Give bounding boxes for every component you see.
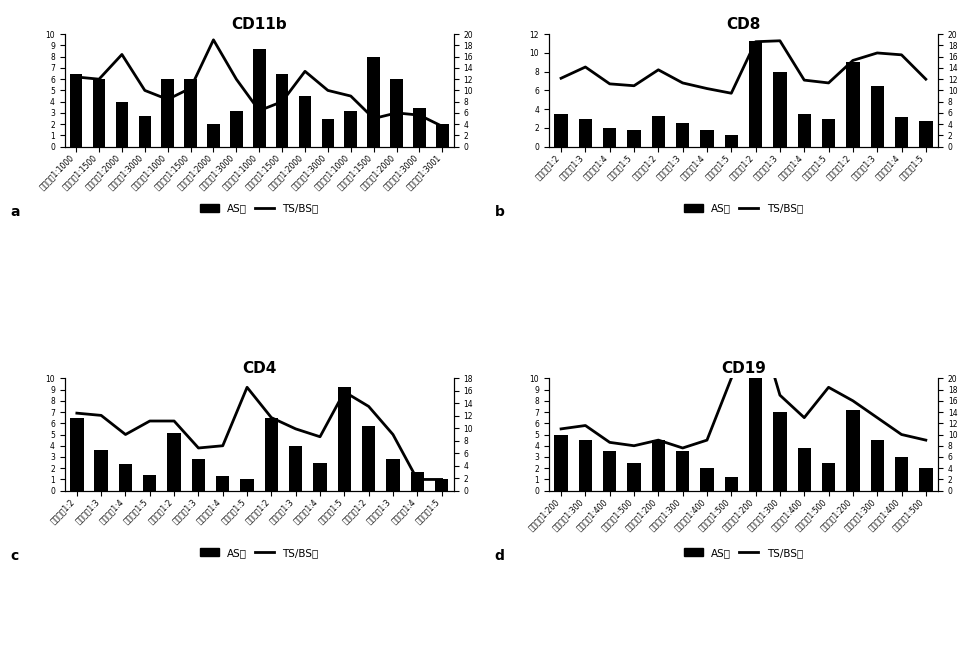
Bar xyxy=(241,480,254,491)
Bar xyxy=(253,49,266,146)
Bar xyxy=(554,114,568,146)
Bar xyxy=(362,426,375,491)
Bar xyxy=(94,450,108,491)
Bar xyxy=(919,121,932,146)
Title: CD11b: CD11b xyxy=(232,16,287,32)
Text: c: c xyxy=(11,550,19,563)
Bar xyxy=(627,130,641,146)
Bar xyxy=(338,387,351,491)
Bar xyxy=(143,475,157,491)
Legend: AS値, TS/BS値: AS値, TS/BS値 xyxy=(196,200,322,218)
Bar xyxy=(846,410,860,491)
Bar xyxy=(676,123,690,146)
Bar xyxy=(895,117,908,146)
Text: a: a xyxy=(11,206,19,219)
Title: CD4: CD4 xyxy=(243,360,277,376)
Bar xyxy=(871,86,883,146)
Text: b: b xyxy=(495,206,505,219)
Bar xyxy=(119,464,132,491)
Bar xyxy=(554,434,568,491)
Bar xyxy=(413,108,426,146)
Bar xyxy=(725,477,738,491)
Legend: AS値, TS/BS値: AS値, TS/BS値 xyxy=(196,544,322,562)
Bar xyxy=(436,124,449,146)
Bar xyxy=(435,480,448,491)
Bar xyxy=(93,79,105,146)
Bar xyxy=(603,451,617,491)
Bar xyxy=(871,440,883,491)
Bar xyxy=(579,440,592,491)
Bar xyxy=(184,79,197,146)
Bar xyxy=(846,63,860,146)
Bar xyxy=(725,135,738,146)
Bar xyxy=(168,434,181,491)
Bar xyxy=(387,459,399,491)
Title: CD8: CD8 xyxy=(727,16,761,32)
Bar xyxy=(70,418,84,491)
Bar xyxy=(749,378,763,491)
Bar xyxy=(822,119,836,146)
Bar xyxy=(138,116,151,146)
Bar xyxy=(230,111,243,146)
Bar xyxy=(749,41,763,146)
Bar xyxy=(299,96,312,146)
Bar xyxy=(603,128,617,146)
Bar xyxy=(652,440,665,491)
Bar xyxy=(116,101,129,146)
Bar xyxy=(289,445,302,491)
Bar xyxy=(919,469,932,491)
Bar xyxy=(773,412,787,491)
Bar xyxy=(314,463,326,491)
Bar xyxy=(579,119,592,146)
Legend: AS値, TS/BS値: AS値, TS/BS値 xyxy=(680,544,807,562)
Bar xyxy=(345,111,357,146)
Bar xyxy=(216,476,230,491)
Bar xyxy=(391,79,403,146)
Bar xyxy=(265,418,279,491)
Bar xyxy=(276,74,288,146)
Bar xyxy=(676,451,690,491)
Bar xyxy=(627,463,641,491)
Bar xyxy=(207,124,220,146)
Legend: AS値, TS/BS値: AS値, TS/BS値 xyxy=(680,200,807,218)
Bar xyxy=(162,79,174,146)
Bar xyxy=(773,72,787,146)
Bar xyxy=(700,469,714,491)
Bar xyxy=(70,74,83,146)
Bar xyxy=(192,459,206,491)
Text: d: d xyxy=(495,550,505,563)
Bar xyxy=(411,472,424,491)
Bar xyxy=(822,463,836,491)
Bar xyxy=(798,114,811,146)
Bar xyxy=(321,119,334,146)
Bar xyxy=(652,116,665,146)
Bar xyxy=(367,57,380,146)
Bar xyxy=(895,457,908,491)
Title: CD19: CD19 xyxy=(721,360,766,376)
Bar xyxy=(700,130,714,146)
Bar xyxy=(798,448,811,491)
